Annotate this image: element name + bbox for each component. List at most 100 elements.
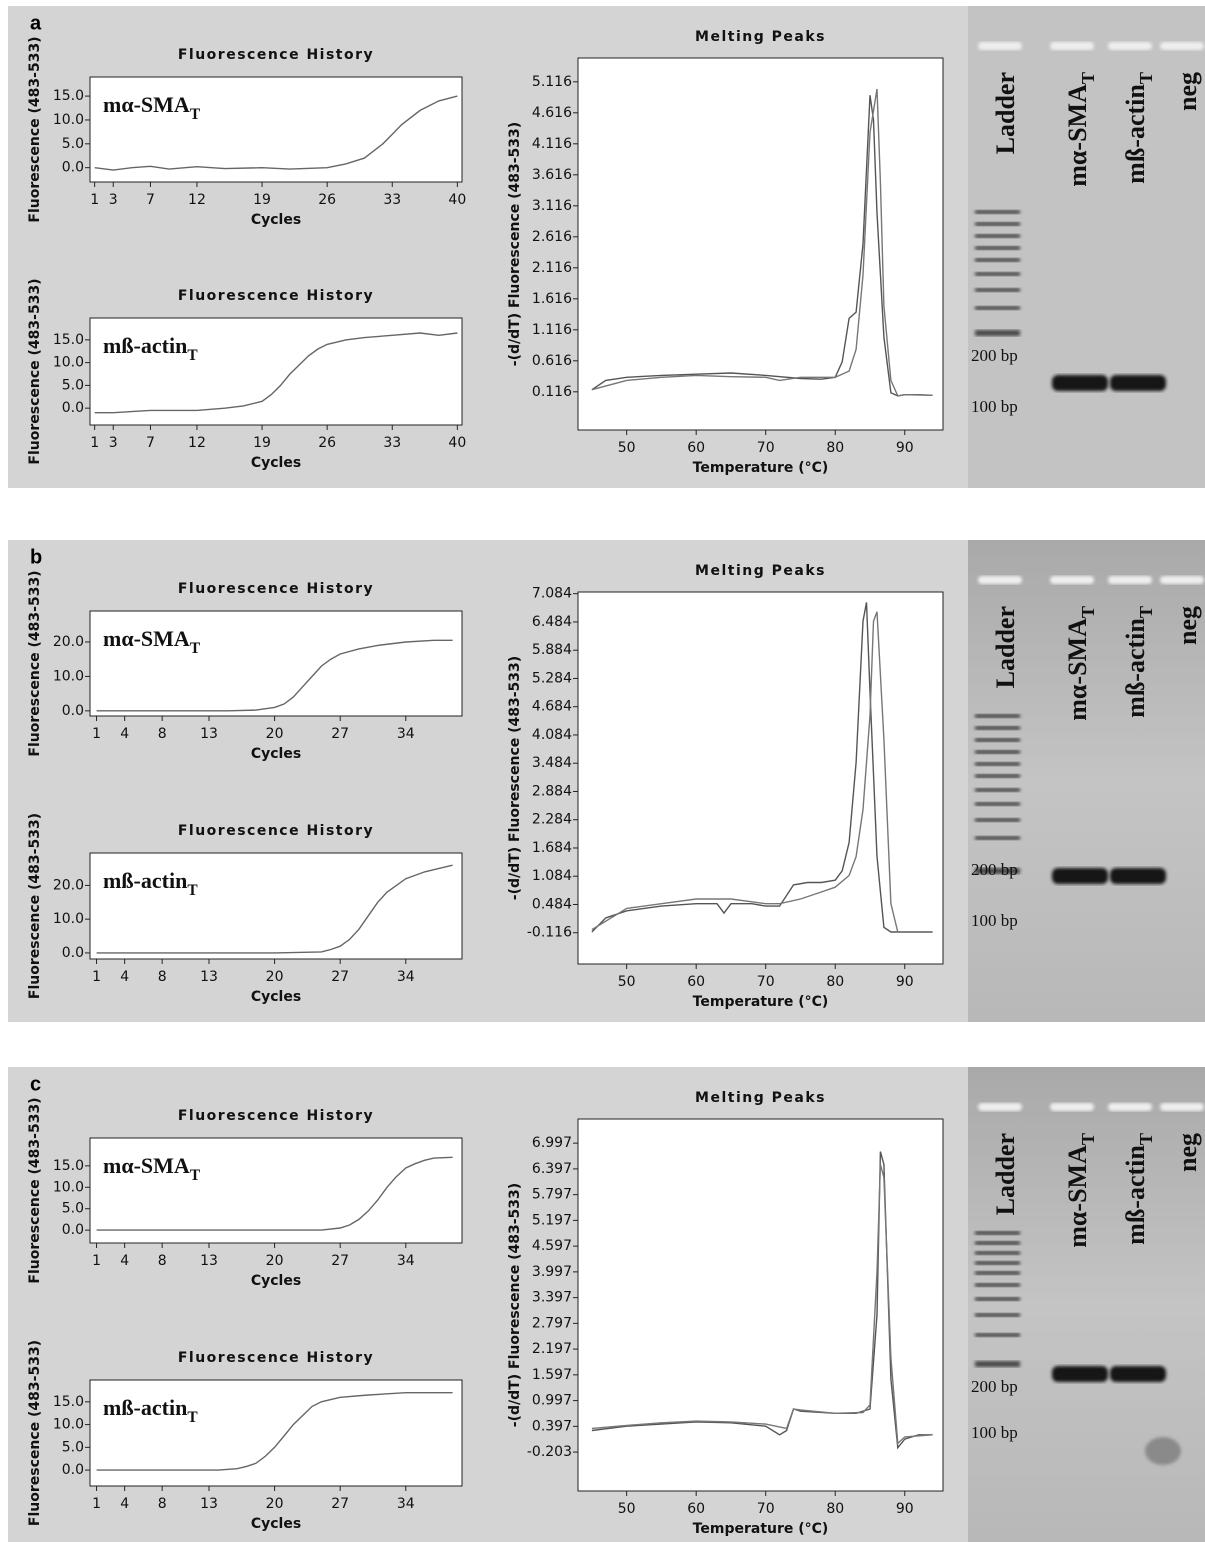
y-tick-label: 0.997 <box>532 1393 572 1409</box>
ladder-band <box>975 1283 1020 1287</box>
y-tick-label: 5.0 <box>62 377 84 393</box>
gel-well <box>978 42 1022 50</box>
x-tick-label: 26 <box>318 435 336 451</box>
y-tick-label: 10.0 <box>53 355 84 371</box>
lane-label-text: neg <box>1173 72 1202 111</box>
x-tick-label: 50 <box>618 974 636 990</box>
y-tick-label: 10.0 <box>53 668 84 684</box>
lane-label-text: mß-actin <box>1121 618 1150 718</box>
y-tick-label: 6.484 <box>532 614 572 630</box>
lane-label-subscript: T <box>1078 606 1098 618</box>
ladder-band <box>975 726 1020 730</box>
x-tick-label: 8 <box>158 1496 167 1512</box>
size-marker: 100 bp <box>971 911 1018 930</box>
ladder-band <box>975 1251 1020 1255</box>
x-tick-label: 7 <box>146 192 155 208</box>
lane-label-text: mß-actin <box>1121 1145 1150 1245</box>
x-tick-label: 27 <box>331 969 349 985</box>
annotation-subscript: T <box>187 882 198 899</box>
y-tick-label: 3.116 <box>532 198 572 214</box>
lane-label: neg <box>1173 606 1202 645</box>
pcr-band <box>1052 1366 1108 1382</box>
gel-well <box>1160 576 1204 584</box>
ladder-band <box>975 1241 1020 1245</box>
y-tick-label: 5.884 <box>532 642 572 658</box>
ladder-band <box>975 1297 1020 1301</box>
y-tick-label: 4.116 <box>532 136 572 152</box>
ladder-band <box>975 762 1020 766</box>
x-tick-label: 8 <box>158 726 167 742</box>
ladder-band <box>975 222 1020 226</box>
y-tick-label: 0.0 <box>62 160 84 176</box>
x-tick-label: 1 <box>92 1253 101 1269</box>
x-tick-label: 1 <box>92 969 101 985</box>
y-tick-label: 5.0 <box>62 1439 84 1455</box>
x-tick-label: 3 <box>109 435 118 451</box>
size-marker: 200 bp <box>971 1377 1018 1396</box>
x-tick-label: 4 <box>120 969 129 985</box>
ladder-band <box>975 306 1020 310</box>
x-tick-label: 20 <box>266 969 284 985</box>
lane-label-subscript: T <box>1136 72 1156 84</box>
chart-title: Fluorescence History <box>178 1108 374 1124</box>
lane-label-subscript: T <box>1136 1133 1156 1145</box>
gel-well <box>1050 1103 1094 1111</box>
x-tick-label: 33 <box>383 192 401 208</box>
x-tick-label: 60 <box>687 440 705 456</box>
x-tick-label: 1 <box>92 1496 101 1512</box>
y-axis-label: Fluorescence (483-533) <box>27 1340 43 1526</box>
x-tick-label: 70 <box>757 440 775 456</box>
lane-label: Ladder <box>991 606 1020 688</box>
y-tick-label: 0.0 <box>62 1222 84 1238</box>
annotation-text: mα-SMA <box>103 1153 190 1178</box>
y-tick-label: 6.997 <box>532 1135 572 1151</box>
x-tick-label: 12 <box>188 435 206 451</box>
size-marker: 100 bp <box>971 1423 1018 1442</box>
x-axis-label: Temperature (°C) <box>693 460 829 476</box>
y-axis-label: -(d/dT) Fluorescence (483-533) <box>507 1183 523 1427</box>
ladder-band <box>975 1271 1020 1275</box>
lane-label-subscript: T <box>1078 1133 1098 1145</box>
lane-label-text: mα-SMA <box>1063 618 1092 721</box>
pcr-band <box>1052 868 1108 884</box>
y-tick-label: 6.397 <box>532 1161 572 1177</box>
x-tick-label: 20 <box>266 1253 284 1269</box>
ladder-band <box>975 714 1020 718</box>
y-tick-label: 0.397 <box>532 1418 572 1434</box>
y-tick-label: -0.116 <box>527 925 572 941</box>
y-tick-label: 0.116 <box>532 384 572 400</box>
y-tick-label: 0.0 <box>62 1462 84 1478</box>
y-tick-label: 7.084 <box>532 586 572 602</box>
y-tick-label: 0.484 <box>532 896 572 912</box>
annotation-text: mß-actin <box>103 333 187 358</box>
y-tick-label: 4.616 <box>532 105 572 121</box>
x-tick-label: 19 <box>253 192 271 208</box>
x-tick-label: 12 <box>188 192 206 208</box>
y-tick-label: 0.616 <box>532 353 572 369</box>
y-tick-label: 20.0 <box>53 877 84 893</box>
y-tick-label: 2.616 <box>532 229 572 245</box>
y-axis-label: Fluorescence (483-533) <box>27 278 43 464</box>
x-tick-label: 1 <box>90 435 99 451</box>
x-tick-label: 1 <box>90 192 99 208</box>
x-tick-label: 50 <box>618 1501 636 1517</box>
x-axis-label: Cycles <box>251 746 301 762</box>
annotation-subscript: T <box>187 347 198 364</box>
chart-title: Melting Peaks <box>695 29 826 45</box>
x-tick-label: 70 <box>757 1501 775 1517</box>
y-tick-label: 3.997 <box>532 1264 572 1280</box>
x-tick-label: 80 <box>826 1501 844 1517</box>
y-tick-label: 1.084 <box>532 868 572 884</box>
x-tick-label: 90 <box>896 974 914 990</box>
x-tick-label: 70 <box>757 974 775 990</box>
y-axis-label: Fluorescence (483-533) <box>27 570 43 756</box>
x-tick-label: 13 <box>200 1496 218 1512</box>
lane-label-text: Ladder <box>991 1133 1020 1215</box>
x-tick-label: 26 <box>318 192 336 208</box>
y-tick-label: 5.0 <box>62 136 84 152</box>
lane-label-text: Ladder <box>991 72 1020 154</box>
y-tick-label: 4.597 <box>532 1238 572 1254</box>
y-tick-label: 15.0 <box>53 88 84 104</box>
pcr-band <box>1052 375 1108 391</box>
x-tick-label: 7 <box>146 435 155 451</box>
